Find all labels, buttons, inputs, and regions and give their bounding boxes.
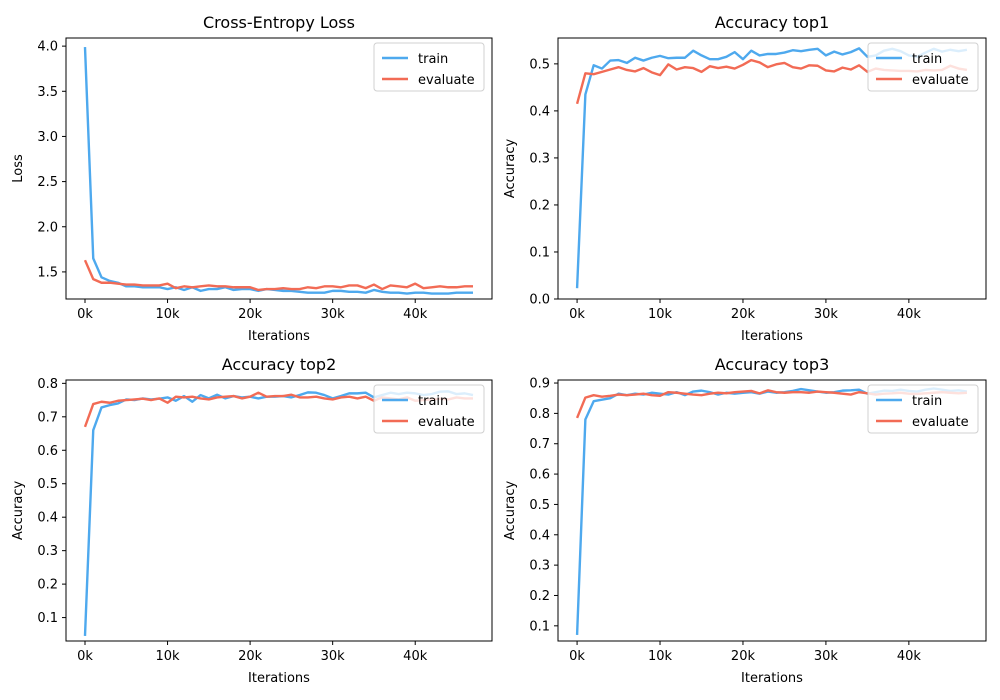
x-axis-label: Iterations: [741, 329, 803, 344]
y-tick-label: 0.9: [529, 377, 550, 392]
chart-title: Cross-Entropy Loss: [203, 13, 355, 32]
x-tick-label: 20k: [238, 649, 263, 664]
chart-title: Accuracy top2: [222, 355, 337, 374]
legend: train evaluate: [373, 42, 485, 92]
y-tick-label: 0.3: [37, 544, 58, 559]
legend-label-evaluate: evaluate: [418, 415, 475, 430]
axes-frame: [557, 379, 987, 642]
x-tick-label: 0k: [77, 649, 93, 664]
y-tick-label: 0.6: [37, 444, 58, 459]
y-tick-label: 0.4: [529, 528, 550, 543]
y-tick-label: 4.0: [37, 40, 58, 55]
y-tick-label: 0.2: [37, 578, 58, 593]
y-tick-label: 1.5: [37, 265, 58, 280]
y-tick-label: 0.8: [37, 377, 58, 392]
chart-panel-3: 0k 10k 20k 30k 40k 0.1 0.2 0.3 0.4 0.5 0.6 0.7 0.8 Ac…: [11, 355, 493, 686]
y-tick-label: 2.0: [37, 220, 58, 235]
x-tick-label: 30k: [814, 649, 839, 664]
y-tick-label: 0.3: [529, 151, 550, 166]
y-tick-label: 0.0: [529, 293, 550, 308]
x-tick-label: 10k: [648, 649, 673, 664]
y-axis-label: Accuracy: [11, 481, 26, 541]
x-tick-label: 30k: [321, 649, 346, 664]
x-tick-label: 10k: [648, 307, 673, 322]
y-tick-label: 0.2: [529, 589, 550, 604]
y-tick-label: 2.5: [37, 175, 58, 190]
x-tick-label: 40k: [403, 649, 428, 664]
chart-title: Accuracy top3: [715, 355, 830, 374]
x-axis-label: Iterations: [248, 671, 310, 686]
y-tick-label: 0.6: [529, 468, 550, 483]
x-tick-label: 0k: [77, 307, 93, 322]
y-tick-label: 0.3: [529, 559, 550, 574]
legend-label-evaluate: evaluate: [418, 73, 475, 88]
chart-panel-1: 0k 10k 20k 30k 40k 1.5 2.0 2.5 3.0 3.5 4.0 Cross-En…: [11, 13, 493, 344]
y-tick-label: 0.7: [37, 410, 58, 425]
y-tick-label: 0.8: [529, 407, 550, 422]
x-tick-label: 0k: [569, 307, 585, 322]
y-tick-label: 3.5: [37, 85, 58, 100]
x-tick-label: 40k: [897, 307, 922, 322]
x-tick-label: 20k: [238, 307, 263, 322]
x-tick-label: 0k: [569, 649, 585, 664]
x-tick-label: 30k: [814, 307, 839, 322]
y-tick-label: 0.2: [529, 198, 550, 213]
y-axis-label: Loss: [11, 154, 26, 183]
x-tick-label: 20k: [731, 307, 756, 322]
x-tick-label: 20k: [731, 649, 756, 664]
y-tick-label: 0.7: [529, 437, 550, 452]
y-tick-label: 0.1: [37, 611, 58, 626]
y-axis-label: Accuracy: [503, 481, 518, 541]
legend-label-evaluate: evaluate: [912, 73, 969, 88]
x-axis-label: Iterations: [248, 329, 310, 344]
axes-frame: [65, 379, 493, 642]
x-tick-label: 40k: [403, 307, 428, 322]
legend-label-train: train: [912, 52, 942, 67]
axes-frame: [557, 37, 987, 300]
legend-label-train: train: [912, 394, 942, 409]
x-tick-label: 10k: [156, 649, 181, 664]
y-tick-label: 0.4: [37, 511, 58, 526]
legend: train evaluate: [867, 384, 979, 434]
x-axis-label: Iterations: [741, 671, 803, 686]
legend-label-evaluate: evaluate: [912, 415, 969, 430]
chart-title: Accuracy top1: [715, 13, 830, 32]
y-tick-label: 0.1: [529, 245, 550, 260]
legend: train evaluate: [373, 384, 485, 434]
y-tick-label: 0.1: [529, 619, 550, 634]
y-tick-label: 0.5: [529, 498, 550, 513]
x-tick-label: 30k: [321, 307, 346, 322]
y-tick-label: 3.0: [37, 130, 58, 145]
chart-panel-2: 0k 10k 20k 30k 40k 0.0 0.1 0.2 0.3 0.4 0.5 Accuracy…: [503, 13, 987, 344]
series-line-evaluate: [83, 259, 474, 292]
legend-label-train: train: [418, 394, 448, 409]
y-tick-label: 0.5: [37, 477, 58, 492]
series-line-train: [83, 46, 474, 295]
y-axis-label: Accuracy: [503, 139, 518, 199]
chart-panel-4: 0k 10k 20k 30k 40k 0.1 0.2 0.3 0.4 0.5 0.6 0.7 0.8 0.…: [503, 355, 987, 686]
y-tick-label: 0.4: [529, 104, 550, 119]
legend: train evaluate: [867, 42, 979, 92]
x-tick-label: 10k: [156, 307, 181, 322]
legend-label-train: train: [418, 52, 448, 67]
axes-frame: [65, 37, 493, 300]
x-tick-label: 40k: [897, 649, 922, 664]
y-tick-label: 0.5: [529, 57, 550, 72]
